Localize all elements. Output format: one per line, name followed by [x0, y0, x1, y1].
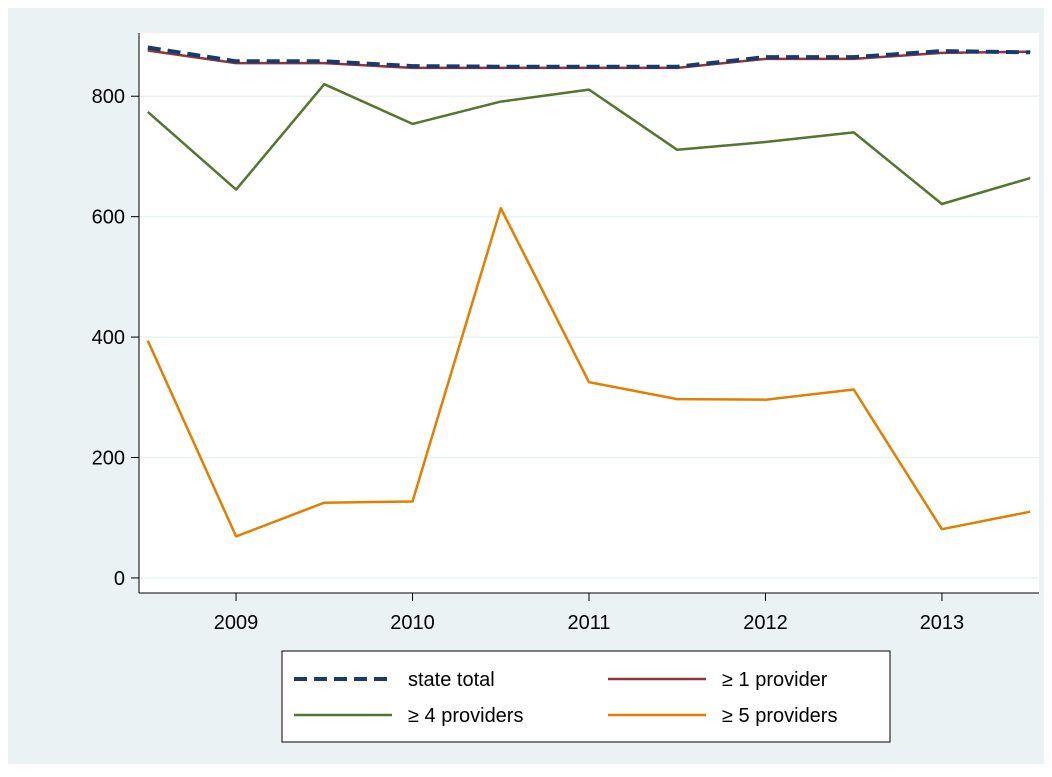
- legend-box: [281, 650, 891, 743]
- series-line-0: [147, 45, 1031, 69]
- legend-label-0: state total: [408, 669, 495, 691]
- y-tick-label: 800: [92, 86, 125, 108]
- x-tick-label: 2011: [567, 612, 610, 634]
- axes: 0 200 400 600 800 2009 2010 2011 2012 2013: [92, 33, 1039, 634]
- legend-label-3: ≥ 5 providers: [722, 705, 837, 727]
- series-line-3: [146, 206, 1031, 538]
- x-tick-label: 2013: [920, 612, 965, 634]
- y-tick-label: 200: [92, 448, 125, 470]
- series-lines: [146, 45, 1031, 538]
- y-tick-label: 0: [114, 568, 125, 590]
- gridlines: [139, 95, 1039, 579]
- x-tick-label: 2009: [214, 612, 259, 634]
- y-tick-label: 600: [92, 207, 125, 229]
- legend-label-2: ≥ 4 providers: [408, 705, 523, 727]
- x-tick-label: 2012: [743, 612, 788, 634]
- legend: state total ≥ 1 provider ≥ 4 providers ≥ 5 …: [281, 650, 891, 743]
- series-line-2: [146, 82, 1031, 206]
- x-tick-label: 2010: [390, 612, 435, 634]
- y-tick-label: 400: [92, 327, 125, 349]
- legend-label-1: ≥ 1 provider: [722, 669, 828, 691]
- plot-area: [139, 33, 1039, 593]
